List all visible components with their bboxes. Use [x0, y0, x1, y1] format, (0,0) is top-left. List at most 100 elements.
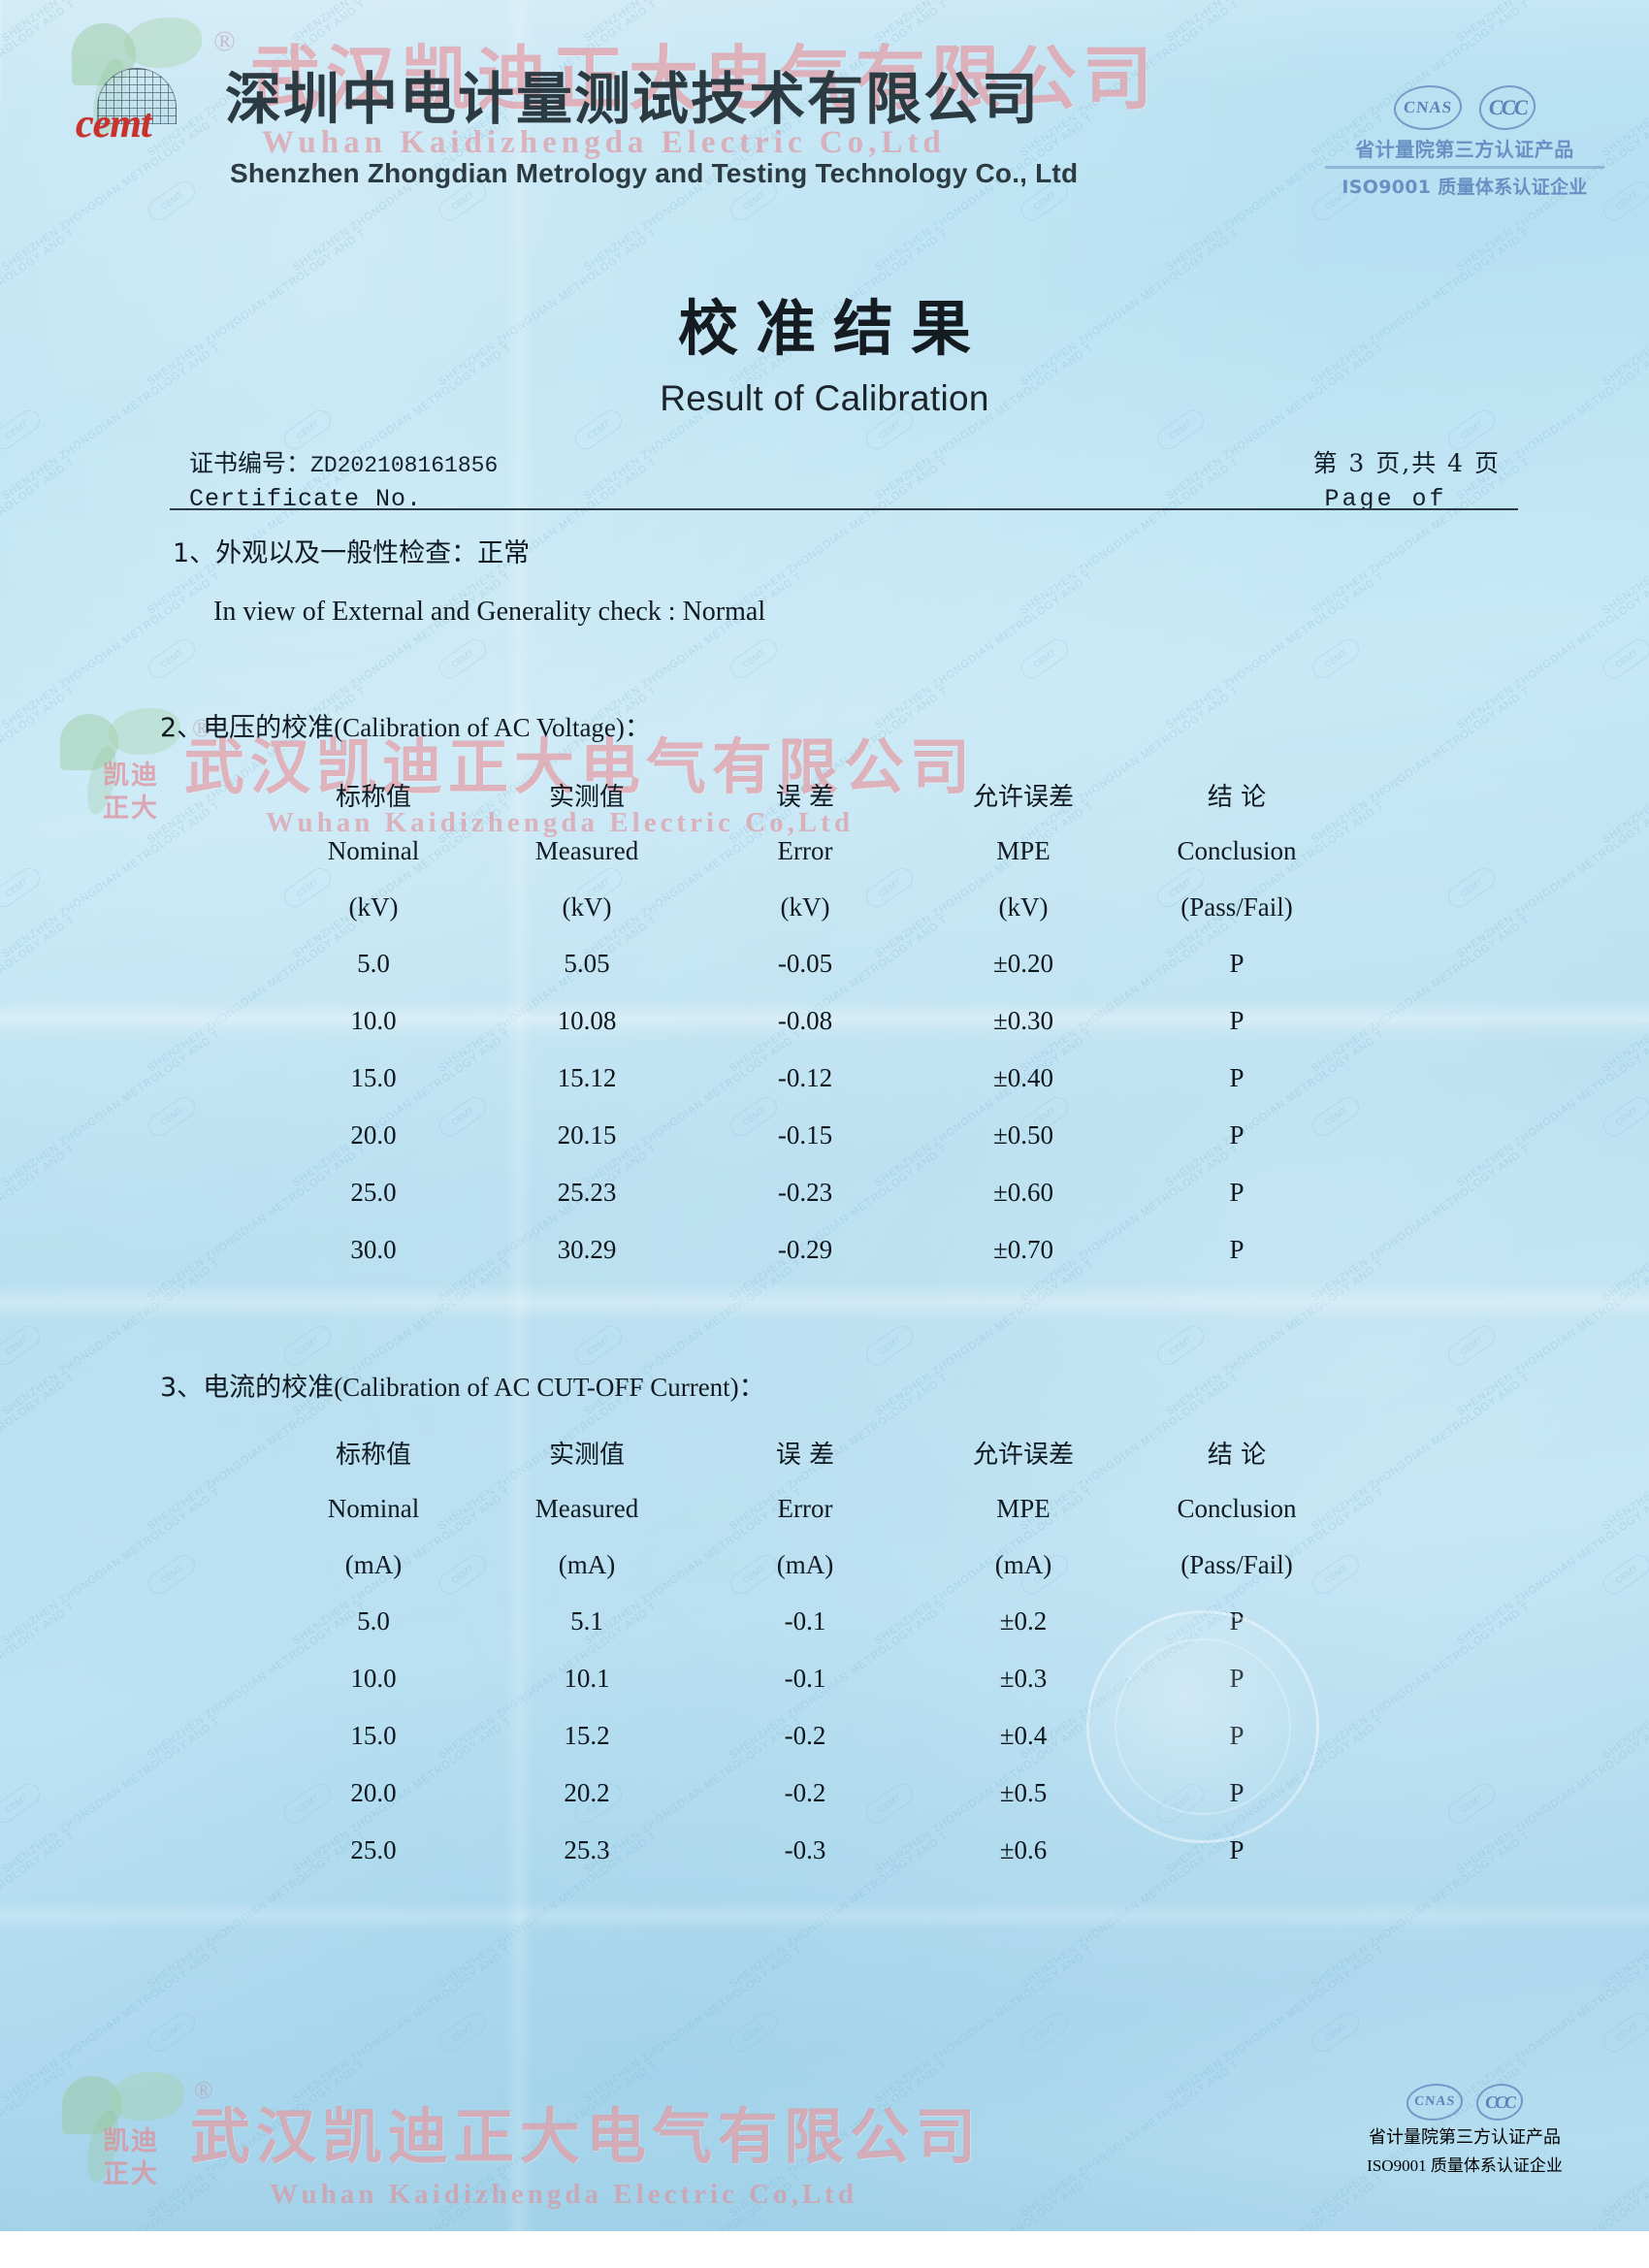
- table-cell: 15.2: [564, 1721, 610, 1750]
- header-error-cn: 误 差: [775, 1440, 835, 1470]
- header-certification-badges: CNAS CCC 省计量院第三方认证产品 ISO9001 质量体系认证企业: [1319, 85, 1610, 199]
- page-footer: ® 凯迪 正大 武汉凯迪正大电气有限公司 Wuhan Kaidizhengda …: [0, 2066, 1649, 2231]
- table-row: 25.0 25.3 -0.3 ±0.6 P: [272, 1822, 1339, 1879]
- table-cell: -0.2: [784, 1721, 826, 1750]
- page-header: cemt 深圳中电计量测试技术有限公司 Shenzhen Zhongdian M…: [0, 0, 1649, 223]
- microtext: SHENZHEN ZHONGDIAN METROLOGY AND T: [0, 456, 78, 617]
- microtext: SHENZHEN ZHONGDIAN METROLOGY AND T: [0, 1830, 78, 1991]
- microtext-badge: CEMT: [1443, 863, 1500, 912]
- unit-nominal: (kV): [348, 891, 399, 922]
- table-cell: ±0.20: [992, 949, 1054, 978]
- table-row: 5.0 5.1 -0.1 ±0.2 P: [272, 1593, 1339, 1650]
- microtext-badge: CEMT: [0, 863, 45, 912]
- table-cell: ±0.50: [992, 1120, 1054, 1150]
- leaf-icon: [81, 2106, 124, 2186]
- table-cell: ±0.60: [992, 1178, 1054, 1207]
- microtext: SHENZHEN ZHONGDIAN METROLOGY AND T: [0, 1372, 78, 1533]
- header-conclusion-en: Conclusion: [1177, 1493, 1297, 1523]
- microtext: SHENZHEN ZHONGDIAN METROLOGY AND T: [1455, 1257, 1649, 1418]
- ccc-badge-icon: CCC: [1474, 2084, 1525, 2121]
- section-2-index: 2、: [160, 713, 204, 743]
- microtext: SHENZHEN ZHONGDIAN METROLOGY AND T: [873, 570, 1096, 731]
- table-cell: 15.12: [557, 1063, 617, 1092]
- page-edge: [0, 2231, 1649, 2268]
- microtext-badge: CEMT: [435, 634, 491, 683]
- microtext: SHENZHEN ZHONGDIAN METROLOGY AND T: [0, 1486, 223, 1647]
- unit-mpe: (mA): [994, 1549, 1052, 1579]
- section-2-title: 2、电压的校准(Calibration of AC Voltage)：: [160, 706, 651, 744]
- company-name-en: Shenzhen Zhongdian Metrology and Testing…: [230, 158, 1079, 188]
- cnas-badge-icon: CNAS: [1391, 85, 1465, 130]
- table-cell: -0.1: [784, 1664, 826, 1693]
- paper-crease: [0, 1901, 1649, 1930]
- microtext-badge: CEMT: [144, 2008, 200, 2057]
- table-header-row-units: (mA) (mA) (mA) (mA) (Pass/Fail): [272, 1537, 1339, 1593]
- header-mpe-en: MPE: [996, 835, 1051, 865]
- header-measured-cn: 实测值: [548, 1440, 625, 1470]
- leaf-icon: [111, 2072, 184, 2121]
- table-cell: P: [1229, 1606, 1245, 1636]
- microtext-badge: CEMT: [861, 1321, 918, 1370]
- table-cell: P: [1229, 1778, 1245, 1807]
- table-row: 25.0 25.23 -0.23 ±0.60 P: [272, 1164, 1339, 1221]
- microtext-badge: CEMT: [0, 1779, 45, 1828]
- microtext: SHENZHEN ZHONGDIAN METROLOGY AND T: [1600, 456, 1649, 617]
- header-conclusion-cn: 结 论: [1207, 782, 1267, 812]
- table-cell: P: [1229, 1178, 1245, 1207]
- header-nominal-en: Nominal: [327, 835, 420, 865]
- kaidi-logo-text-top: 凯迪: [103, 761, 159, 791]
- header-measured-en: Measured: [534, 835, 639, 865]
- table-row: 15.0 15.2 -0.2 ±0.4 P: [272, 1707, 1339, 1765]
- header-conclusion-cn: 结 论: [1207, 1440, 1267, 1470]
- microtext-badge: CEMT: [1017, 2008, 1073, 2057]
- leaf-icon: [62, 2076, 122, 2134]
- microtext: SHENZHEN ZHONGDIAN METROLOGY AND T: [0, 1715, 223, 1876]
- table-cell: 30.29: [557, 1235, 617, 1264]
- microtext-badge: CEMT: [144, 1550, 200, 1599]
- microtext-badge: CEMT: [435, 2008, 491, 2057]
- table-cell: 30.0: [350, 1235, 397, 1264]
- microtext: SHENZHEN ZHONGDIAN METROLOGY AND T: [1310, 1372, 1533, 1533]
- microtext: SHENZHEN ZHONGDIAN METROLOGY AND T: [1310, 685, 1533, 846]
- microtext: SHENZHEN ZHONGDIAN METROLOGY AND T: [1455, 570, 1649, 731]
- ccc-badge-icon: CCC: [1476, 85, 1538, 130]
- microtext: SHENZHEN ZHONGDIAN METROLOGY AND T: [0, 1143, 78, 1304]
- certification-line-1: 省计量院第三方认证产品: [1355, 138, 1574, 161]
- microtext: SHENZHEN ZHONGDIAN METROLOGY AND T: [1455, 1028, 1649, 1189]
- section-3-title: 3、电流的校准(Calibration of AC CUT-OFF Curren…: [160, 1366, 765, 1404]
- microtext-badge: CEMT: [0, 1321, 45, 1370]
- kaidi-logo-footer: ® 凯迪 正大: [56, 2072, 250, 2218]
- table-cell: 10.1: [564, 1664, 610, 1693]
- divider: [1325, 166, 1604, 169]
- microtext: SHENZHEN ZHONGDIAN METROLOGY AND T: [1164, 570, 1387, 731]
- table-cell: 20.0: [350, 1778, 397, 1807]
- table-cell: -0.08: [777, 1006, 833, 1035]
- kaidi-logo-text-top: 凯迪: [103, 2126, 159, 2156]
- microtext: SHENZHEN ZHONGDIAN METROLOGY AND T: [873, 1257, 1096, 1418]
- microtext-badge: CEMT: [1599, 2008, 1649, 2057]
- table-cell: 5.0: [357, 1606, 390, 1636]
- table-header-row-units: (kV) (kV) (kV) (kV) (Pass/Fail): [272, 879, 1339, 935]
- header-mpe-cn: 允许误差: [972, 1440, 1074, 1470]
- certification-line-2: ISO9001 质量体系认证企业: [1342, 177, 1588, 198]
- section-2-label-en: (Calibration of AC Voltage)：: [334, 713, 651, 742]
- table-cell: ±0.6: [999, 1835, 1048, 1864]
- microtext-badge: CEMT: [1017, 634, 1073, 683]
- table-cell: ±0.4: [999, 1721, 1048, 1750]
- page-title-en: Result of Calibration: [660, 378, 989, 418]
- page-number-block: 第 3 页,共 4 页 Page of: [1312, 444, 1501, 513]
- microtext: SHENZHEN ZHONGDIAN METROLOGY AND T: [1600, 685, 1649, 846]
- kaidi-logo-text-bottom: 正大: [103, 794, 159, 824]
- table-cell: P: [1229, 1063, 1245, 1092]
- header-conclusion-en: Conclusion: [1177, 835, 1297, 865]
- microtext-badge: CEMT: [726, 2008, 782, 2057]
- table-cell: P: [1229, 949, 1245, 978]
- table-row: 20.0 20.15 -0.15 ±0.50 P: [272, 1107, 1339, 1164]
- leaf-icon: [60, 714, 118, 770]
- table-cell: -0.23: [777, 1178, 833, 1207]
- microtext: SHENZHEN ZHONGDIAN METROLOGY AND T: [1600, 1830, 1649, 1991]
- table-cell: 25.0: [350, 1178, 397, 1207]
- table-cell: P: [1229, 1120, 1245, 1150]
- cemt-wordmark: cemt: [76, 102, 152, 146]
